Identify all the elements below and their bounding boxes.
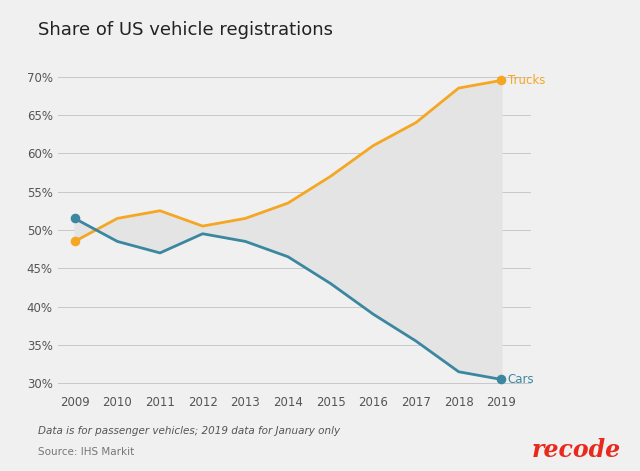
Point bbox=[70, 238, 80, 245]
Text: Data is for passenger vehicles; 2019 data for January only: Data is for passenger vehicles; 2019 dat… bbox=[38, 426, 340, 436]
Text: Share of US vehicle registrations: Share of US vehicle registrations bbox=[38, 21, 333, 39]
Point bbox=[496, 376, 506, 383]
Point bbox=[496, 77, 506, 84]
Text: Trucks: Trucks bbox=[508, 74, 545, 87]
Point bbox=[70, 215, 80, 222]
Text: recode: recode bbox=[532, 438, 621, 462]
Text: Source: IHS Markit: Source: IHS Markit bbox=[38, 447, 134, 457]
Text: Cars: Cars bbox=[508, 373, 534, 386]
